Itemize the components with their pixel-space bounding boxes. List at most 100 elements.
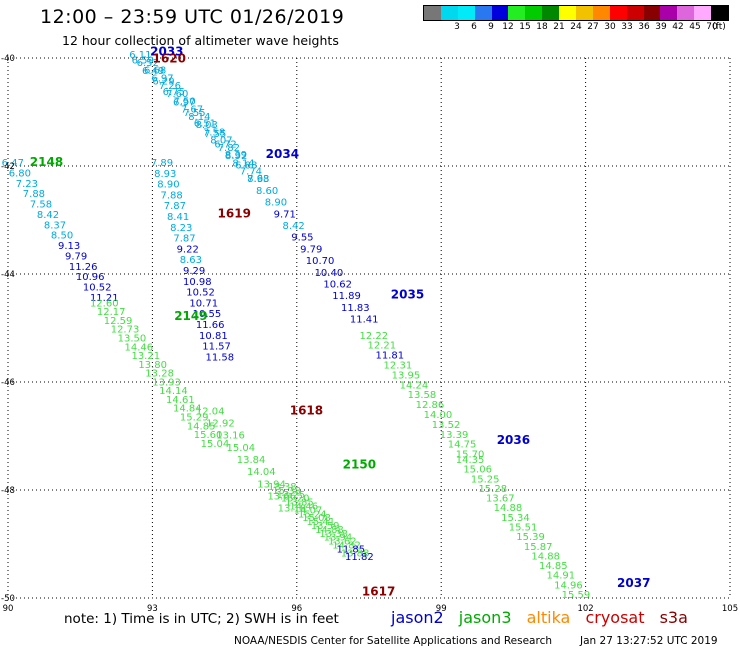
wave-height-value: 9.29 [183, 266, 205, 277]
wave-height-value: 9.79 [65, 251, 87, 262]
wave-height-value: 6.75 [163, 87, 185, 98]
pass-number-label: 1617 [362, 584, 395, 598]
wave-height-value: 14.07 [294, 505, 323, 516]
legend-swatch [643, 6, 661, 20]
wave-height-value: 11.26 [69, 262, 98, 273]
lat-tick-label: -40 [1, 54, 15, 64]
wave-height-value: 7.58 [30, 200, 52, 211]
legend-label: 42 [672, 22, 684, 32]
wave-height-value: 9.22 [177, 244, 199, 255]
wave-height-value: 12.92 [206, 419, 235, 430]
wave-height-value: 8.90 [157, 180, 179, 191]
wave-height-value: 15.29 [180, 412, 209, 423]
legend-label: 9 [488, 22, 494, 32]
legend-swatch [559, 6, 577, 20]
wave-height-value: 15.60 [194, 430, 223, 441]
wave-height-value: 15.20 [281, 494, 310, 505]
wave-height-value: 11.66 [196, 320, 225, 331]
wave-height-value: 10.98 [183, 277, 212, 288]
legend-label: 12 [502, 22, 514, 32]
page-subtitle: 12 hour collection of altimeter wave hei… [62, 33, 339, 48]
wave-height-value: 15.34 [501, 513, 530, 524]
wave-height-value: 12.22 [359, 331, 388, 342]
pass-number-label: 2033 [150, 44, 183, 58]
wave-height-value: 11.81 [376, 351, 405, 362]
track-2148: 6.476.807.237.887.588.428.378.509.139.79… [2, 158, 119, 304]
wave-height-value: 7.93 [247, 174, 269, 185]
satellite-tracks: 6.116.526.686.977.267.607.507.678.148.03… [2, 50, 591, 601]
track-2035: 12.2212.2111.8112.3113.9514.2413.5812.86… [359, 331, 484, 461]
wave-height-value: 11.41 [350, 315, 379, 326]
wave-height-value: 6.49 [142, 66, 164, 77]
wave-height-value: 12.60 [90, 298, 119, 309]
lon-tick-label: 99 [436, 604, 447, 614]
wave-height-value: 14.00 [424, 410, 453, 421]
wave-height-value: 11.85 [336, 544, 365, 555]
legend-label: 27 [587, 22, 599, 32]
legend-label: 33 [621, 22, 633, 32]
page-title: 12:00 – 23:59 UTC 01/26/2019 [40, 6, 345, 28]
wave-height-value: 8.93 [154, 169, 176, 180]
wave-height-value: 12.04 [196, 406, 225, 417]
wave-height-value: 13.50 [118, 334, 147, 345]
wave-height-value: 10.96 [76, 272, 105, 283]
wave-height-value: 10.70 [306, 256, 335, 267]
wave-height-value: 8.92 [225, 151, 247, 162]
wave-height-value: 13.80 [138, 360, 167, 371]
wave-height-value: 7.23 [16, 179, 38, 190]
wave-height-value: 9.13 [58, 241, 80, 252]
wave-height-value: 15.70 [456, 450, 485, 461]
lat-tick-label: -46 [1, 378, 15, 388]
pass-number-label: 1618 [290, 403, 323, 417]
track-2034: 8.688.608.909.718.429.559.7910.7010.4010… [247, 174, 378, 325]
legend-label: 45 [689, 22, 701, 32]
wave-height-value: 13.59 [311, 521, 340, 532]
legend-swatch [660, 6, 678, 20]
lat-tick-label: -50 [1, 594, 15, 604]
track-2150: 13.3815.3813.2515.2013.8514.4614.0715.24… [268, 482, 374, 563]
legend-label: 70 [706, 22, 718, 32]
wave-height-value: 15.04 [201, 439, 230, 450]
wave-height-value: 8.42 [37, 210, 59, 221]
wave-height-value: 8.23 [170, 223, 192, 234]
wave-height-value: 15.59 [562, 590, 591, 601]
wave-height-value: 7.67 [181, 104, 203, 115]
wave-height-value: 8.68 [247, 174, 269, 185]
wave-height-value: 12.86 [416, 400, 445, 411]
wave-height-value: 12.21 [368, 341, 397, 352]
wave-height-value: 13.67 [486, 494, 515, 505]
lon-tick-label: 102 [577, 604, 593, 614]
wave-height-value: 6.52 [137, 58, 159, 69]
wave-height-value: 7.58 [203, 128, 225, 139]
wave-height-value: 13.38 [319, 529, 348, 540]
wave-height-value: 7.87 [164, 201, 186, 212]
legend-unit: (ft) [712, 22, 726, 32]
legend-label: 36 [638, 22, 650, 32]
wave-height-value: 7.74 [240, 166, 262, 177]
wave-height-value: 10.52 [83, 283, 112, 294]
wave-height-value: 14.24 [400, 380, 429, 391]
wave-height-value: 8.37 [44, 220, 66, 231]
legend-swatch [677, 6, 695, 20]
legend-swatch [440, 6, 458, 20]
pass-number-label: 2035 [391, 287, 424, 301]
wave-height-value: 9.71 [274, 209, 296, 220]
track-2036: 14.3515.0615.2515.2813.6714.8815.3415.51… [456, 455, 591, 601]
satellite-jason2: jason2 [391, 608, 444, 627]
wave-height-value: 13.88 [341, 548, 370, 559]
legend-swatch [474, 6, 492, 20]
lon-tick-label: 93 [147, 604, 158, 614]
wave-height-value: 10.55 [193, 309, 222, 320]
wave-height-value: 7.55 [183, 108, 205, 119]
wave-height-value: 11.83 [341, 303, 370, 314]
axis-tick-labels: 90 93 96 99 102 105 -40 -42 -44 -46 -48 -50 [1, 54, 738, 614]
wave-height-value: 10.81 [199, 331, 228, 342]
wave-height-value: 8.03 [196, 120, 218, 131]
wave-height-value: 9.79 [300, 244, 322, 255]
wave-height-value: 6.59 [132, 55, 154, 66]
legend-swatch [525, 6, 543, 20]
legend-swatch [626, 6, 644, 20]
wave-height-value: 11.58 [205, 352, 234, 363]
wave-height-value: 15.25 [471, 474, 500, 485]
